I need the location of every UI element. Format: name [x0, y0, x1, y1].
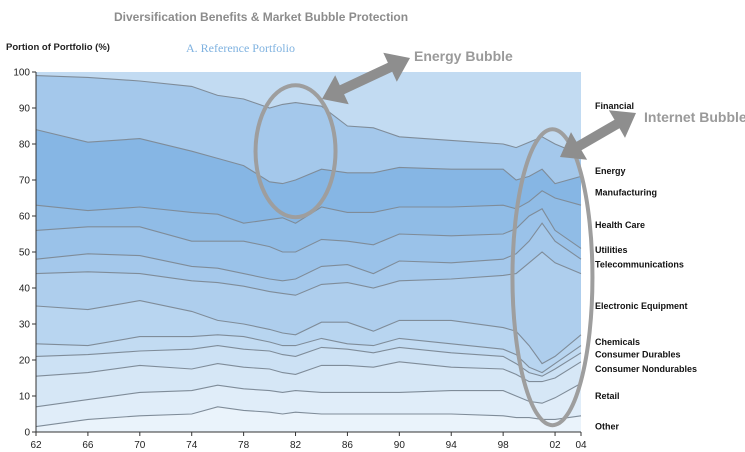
- boundary-line-consumer-durables: [35, 345, 582, 377]
- series-label-telecommunications: Telecommunications: [595, 260, 684, 270]
- y-tick-label-0: 0: [24, 428, 30, 439]
- boundary-line-financial: [35, 75, 582, 156]
- series-label-consumer-nondurables: Consumer Nondurables: [595, 364, 697, 374]
- y-tick-label-50: 50: [19, 248, 31, 259]
- bubble-callouts: [253, 52, 636, 428]
- boundary-line-retail: [35, 382, 582, 408]
- y-tick-label-10: 10: [19, 392, 31, 403]
- area-band-8: [36, 223, 581, 296]
- x-tick-label-1: 66: [82, 440, 94, 451]
- x-tick-label-6: 86: [342, 440, 354, 451]
- boundary-line-utilities: [35, 222, 582, 282]
- boundary-line-telecommunications: [35, 251, 582, 296]
- boundary-line-chemicals: [35, 334, 582, 374]
- area-band-11: [36, 129, 581, 224]
- area-bands: [36, 72, 581, 432]
- area-band-13: [36, 72, 581, 155]
- series-label-financial: Financial: [595, 101, 634, 111]
- internet-bubble-label: Internet Bubble: [644, 109, 745, 125]
- x-tick-label-4: 78: [238, 440, 250, 451]
- area-band-10: [36, 190, 581, 252]
- x-tick-label-10: 02: [549, 440, 561, 451]
- area-band-1: [36, 406, 581, 432]
- y-tick-label-30: 30: [19, 320, 31, 331]
- x-tick-label-8: 94: [446, 440, 458, 451]
- area-band-2: [36, 383, 581, 427]
- energy-bubble-ellipse: [253, 83, 338, 220]
- series-labels: Financial Energy Manufacturing Health Care U…: [595, 101, 697, 431]
- y-tick-label-100: 100: [13, 68, 30, 79]
- area-band-3: [36, 361, 581, 407]
- y-tick-label-20: 20: [19, 356, 31, 367]
- x-tick-label-3: 74: [186, 440, 198, 451]
- x-tick-label-0: 62: [30, 440, 42, 451]
- y-axis-label: Portion of Portfolio (%): [6, 42, 110, 53]
- x-tick-label-7: 90: [394, 440, 406, 451]
- axes: 0 10 20 30 40 50 60 70 80 90 100 62 66 70 74 78 82 86 90 94…: [13, 68, 587, 452]
- area-band-6: [36, 300, 581, 373]
- internet-bubble-arrow: [560, 110, 636, 160]
- x-tick-label-2: 70: [134, 440, 146, 451]
- series-label-utilities: Utilities: [595, 245, 628, 255]
- boundary-line-other: [35, 406, 582, 428]
- series-label-consumer-durables: Consumer Durables: [595, 350, 681, 360]
- x-tick-label-5: 82: [290, 440, 302, 451]
- panel-subtitle: A. Reference Portfolio: [186, 41, 295, 55]
- x-tick-label-11: 04: [575, 440, 587, 451]
- y-tick-label-60: 60: [19, 212, 31, 223]
- y-tick-label-70: 70: [19, 176, 31, 187]
- series-label-energy: Energy: [595, 166, 626, 176]
- series-label-manufacturing: Manufacturing: [595, 188, 657, 198]
- y-tick-label-90: 90: [19, 104, 31, 115]
- boundary-line-electronic-equipment: [35, 300, 582, 365]
- energy-bubble-label: Energy Bubble: [414, 48, 513, 64]
- boundary-line-health-care: [35, 208, 582, 253]
- series-label-health-care: Health Care: [595, 220, 645, 230]
- area-band-12: [36, 75, 581, 184]
- series-label-electronic-equipment: Electronic Equipment: [595, 301, 688, 311]
- area-band-5: [36, 334, 581, 377]
- area-band-4: [36, 345, 581, 382]
- series-label-other: Other: [595, 422, 620, 432]
- series-label-chemicals: Chemicals: [595, 337, 640, 347]
- area-band-7: [36, 252, 581, 364]
- boundary-line-consumer-nondurables: [35, 361, 582, 383]
- y-tick-label-40: 40: [19, 284, 31, 295]
- area-band-9: [36, 208, 581, 281]
- energy-bubble-arrow: [322, 52, 410, 105]
- boundary-line-manufacturing: [35, 190, 582, 224]
- x-tick-label-9: 98: [498, 440, 510, 451]
- y-tick-label-80: 80: [19, 140, 31, 151]
- internet-bubble-ellipse: [510, 127, 595, 428]
- chart-title: Diversification Benefits & Market Bubble…: [114, 10, 409, 24]
- series-label-retail: Retail: [595, 391, 620, 401]
